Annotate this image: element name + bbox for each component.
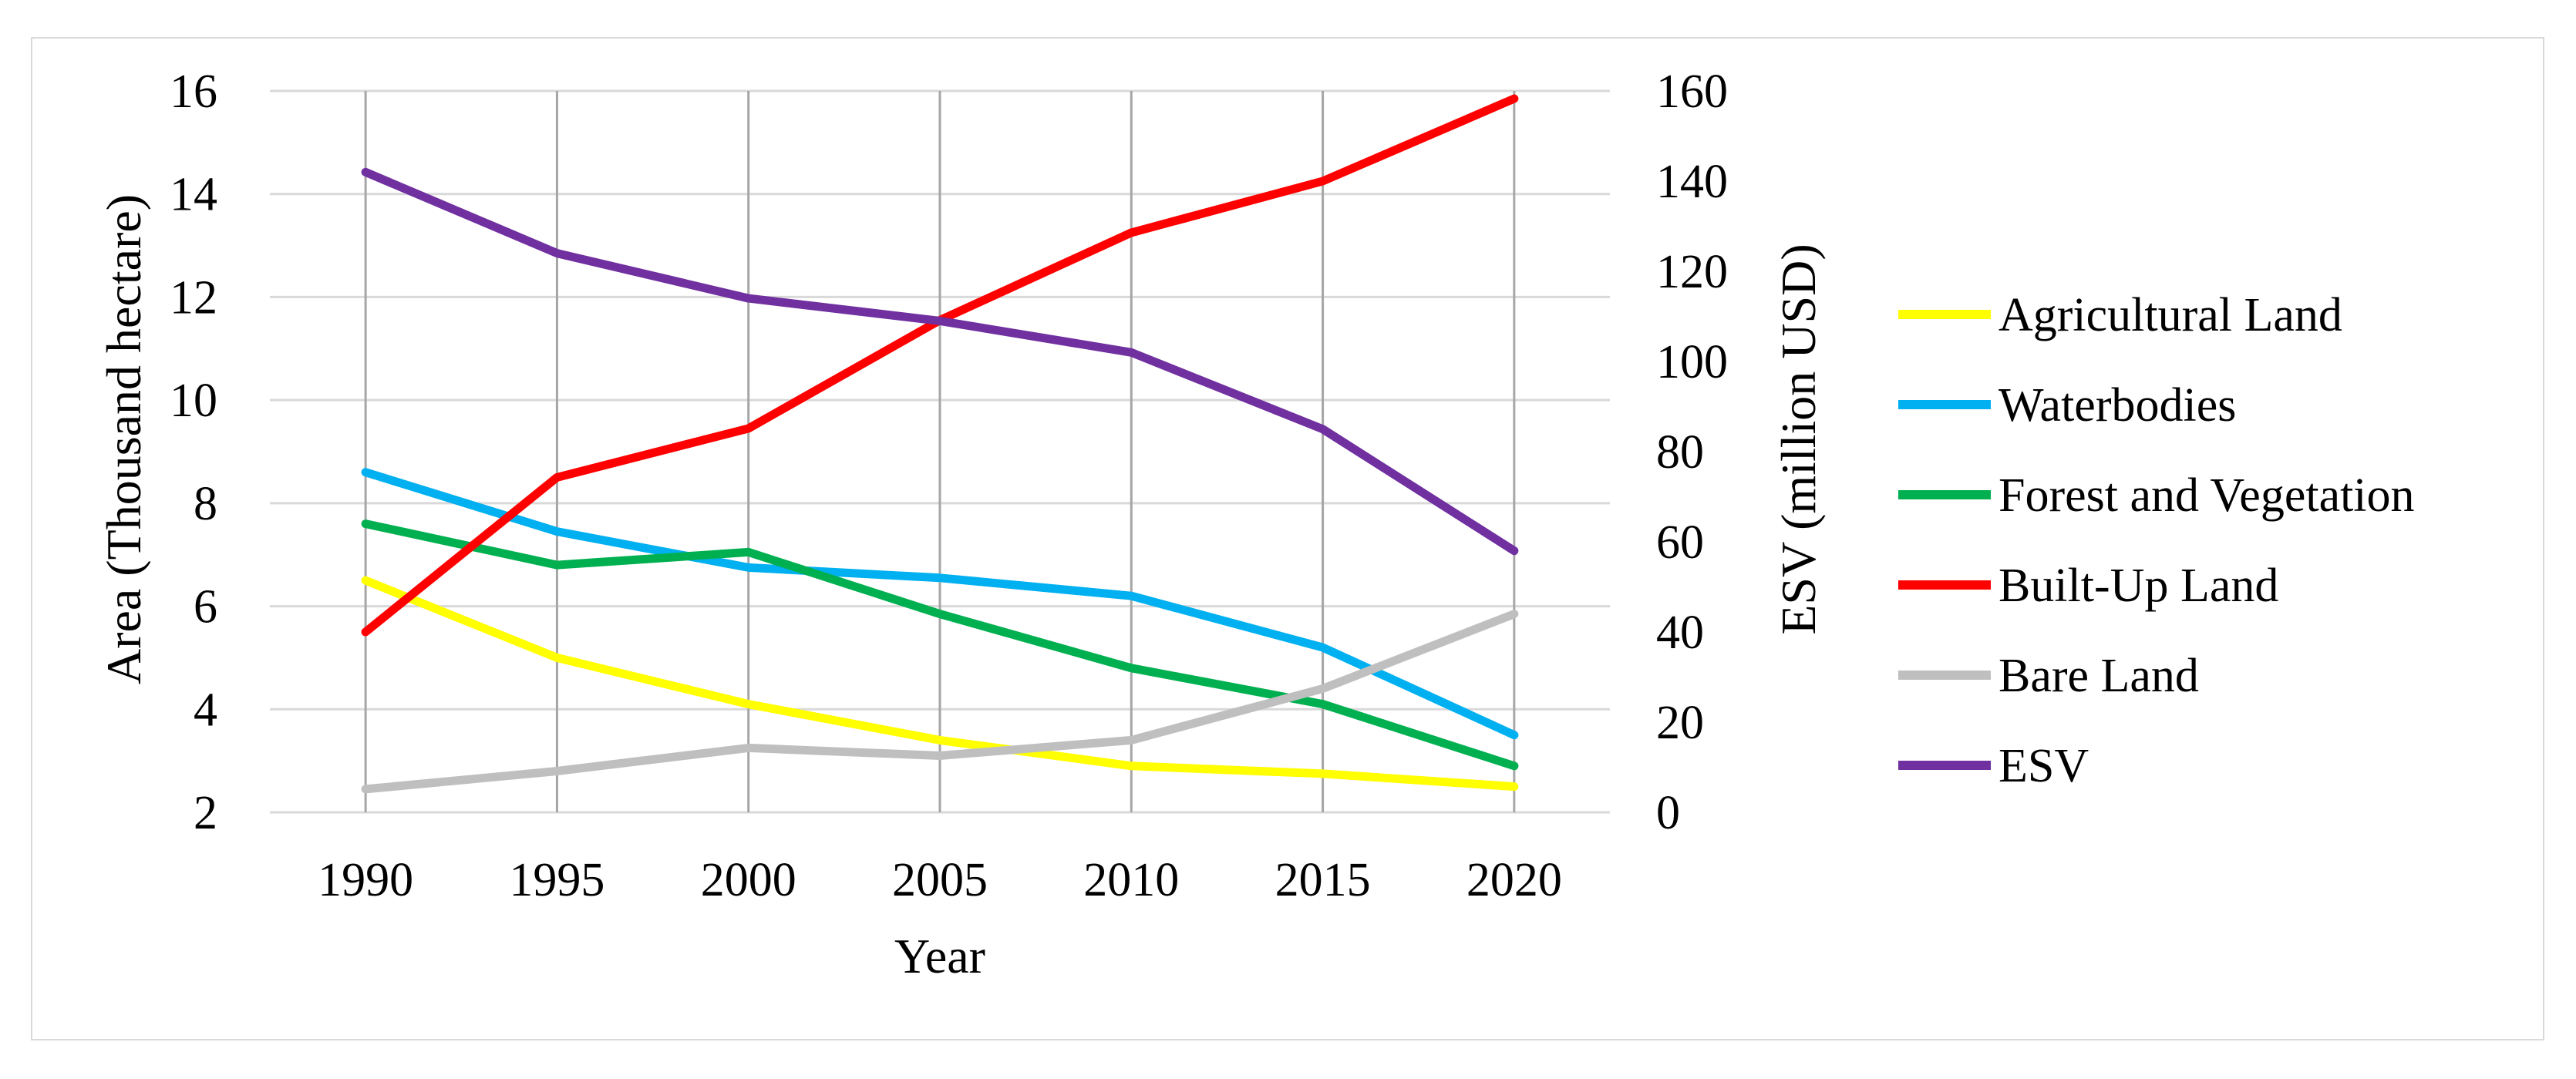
data-point xyxy=(744,744,753,752)
data-point xyxy=(1510,610,1518,618)
legend: Agricultural Land Waterbodies Forest and V… xyxy=(1898,289,2415,792)
legend-label: ESV xyxy=(1999,740,2089,792)
y-tick-label: 2 xyxy=(194,787,217,839)
data-point xyxy=(1510,546,1518,555)
y2-tick-label: 80 xyxy=(1656,426,1704,479)
data-point xyxy=(553,473,561,482)
legend-label: Bare Land xyxy=(1999,650,2199,702)
y2-tick-label: 140 xyxy=(1656,156,1728,208)
data-point xyxy=(362,168,370,176)
data-point xyxy=(936,736,944,745)
data-point xyxy=(553,654,561,662)
data-point xyxy=(1510,731,1518,739)
y2-axis-title: ESV (million USD) xyxy=(1771,244,1826,634)
data-point xyxy=(553,767,561,775)
data-point xyxy=(744,294,753,303)
y-tick-label: 6 xyxy=(194,581,217,634)
data-point xyxy=(1127,228,1136,237)
x-tick-label: 2015 xyxy=(1275,854,1371,906)
data-point xyxy=(362,519,370,528)
data-point xyxy=(744,424,753,432)
data-point xyxy=(362,576,370,585)
data-point xyxy=(1318,425,1327,433)
y-tick-label: 8 xyxy=(194,478,217,530)
data-point xyxy=(1318,700,1327,708)
data-point xyxy=(1510,761,1518,770)
data-point xyxy=(744,563,753,572)
y-tick-label: 14 xyxy=(170,169,217,221)
y2-tick-label: 120 xyxy=(1656,246,1728,298)
data-point xyxy=(553,249,561,257)
data-point xyxy=(1318,644,1327,652)
data-point xyxy=(1318,769,1327,778)
data-point xyxy=(1318,177,1327,185)
x-tick-label: 1990 xyxy=(318,854,413,906)
y2-tick-label: 40 xyxy=(1656,607,1704,659)
y-tick-label: 16 xyxy=(170,66,217,118)
data-point xyxy=(362,785,370,793)
y2-tick-label: 20 xyxy=(1656,697,1704,749)
y-tick-label: 12 xyxy=(170,271,217,324)
data-point xyxy=(936,573,944,582)
data-point xyxy=(1318,684,1327,693)
x-tick-label: 1995 xyxy=(509,854,604,906)
y2-tick-label: 0 xyxy=(1656,787,1680,839)
data-point xyxy=(362,628,370,636)
x-tick-label: 2010 xyxy=(1083,854,1179,906)
y-tick-label: 10 xyxy=(170,375,217,427)
vertical-gridlines xyxy=(364,91,1516,812)
right-axis-ticks: 0 20 40 60 80 100 120 140 160 xyxy=(1656,66,1728,839)
legend-label: Agricultural Land xyxy=(1999,289,2342,341)
data-point xyxy=(362,468,370,476)
data-point xyxy=(1127,348,1136,357)
y2-tick-label: 60 xyxy=(1656,516,1704,569)
data-point xyxy=(936,610,944,618)
y-axis-title: Area (Thousand hectare) xyxy=(96,194,151,684)
data-point xyxy=(1510,95,1518,103)
data-point xyxy=(1127,761,1136,770)
data-point xyxy=(1127,592,1136,600)
data-point xyxy=(1127,664,1136,672)
legend-label: Waterbodies xyxy=(1999,379,2236,432)
x-tick-label: 2020 xyxy=(1466,854,1562,906)
series-lines xyxy=(361,94,1519,794)
data-point xyxy=(553,527,561,536)
x-tick-label: 2005 xyxy=(892,854,988,906)
y2-tick-label: 100 xyxy=(1656,336,1728,388)
data-point xyxy=(1510,782,1518,791)
x-axis-title: Year xyxy=(894,929,985,983)
y2-tick-label: 160 xyxy=(1656,66,1728,118)
data-point xyxy=(553,561,561,570)
y-tick-label: 4 xyxy=(194,684,217,736)
data-point xyxy=(744,548,753,556)
data-point xyxy=(936,751,944,760)
legend-label: Forest and Vegetation xyxy=(1999,469,2415,522)
legend-label: Built-Up Land xyxy=(1999,560,2278,612)
data-point xyxy=(936,317,944,325)
left-axis-ticks: 2 4 6 8 10 12 14 16 xyxy=(170,66,217,839)
data-point xyxy=(744,700,753,708)
data-point xyxy=(1127,736,1136,745)
x-axis-ticks: 1990 1995 2000 2005 2010 2015 2020 xyxy=(318,854,1562,906)
x-tick-label: 2000 xyxy=(701,854,796,906)
